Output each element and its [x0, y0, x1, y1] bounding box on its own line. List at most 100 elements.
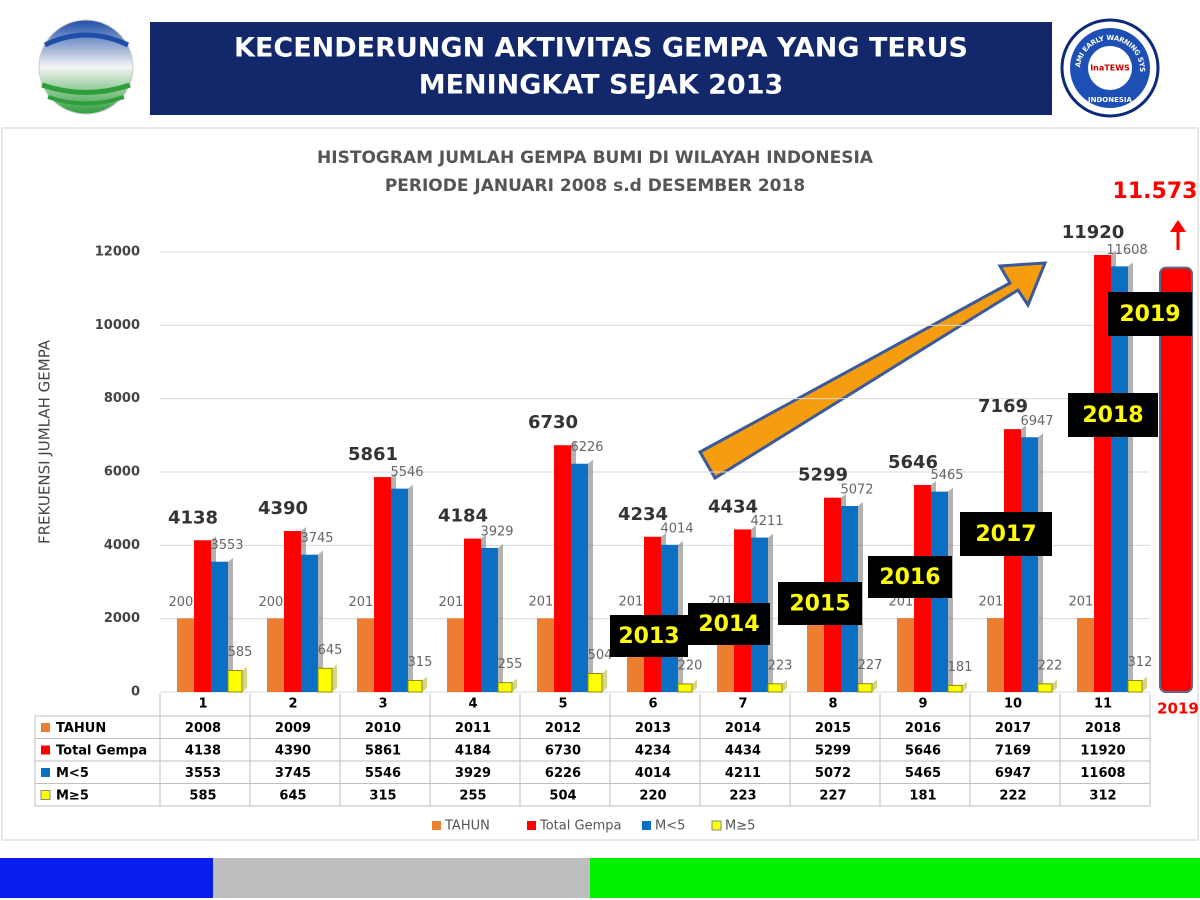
- legend-swatch: [642, 821, 651, 830]
- table-cell: 4434: [725, 743, 761, 758]
- year-box-label: 2014: [698, 612, 759, 637]
- value-label: 181: [948, 660, 973, 675]
- header-title: KECENDERUNGN AKTIVITAS GEMPA YANG TERUS: [234, 33, 968, 64]
- x-tick-label: 4: [468, 697, 477, 712]
- table-cell: 2008: [185, 721, 221, 736]
- table-cell: 4390: [275, 743, 311, 758]
- value-label: 585: [228, 645, 253, 660]
- table-cell: 312: [1089, 788, 1116, 803]
- value-label: 222: [1038, 658, 1063, 673]
- chart-title: PERIODE JANUARI 2008 s.d DESEMBER 2018: [385, 176, 805, 196]
- bar: [897, 618, 914, 692]
- table-swatch: [41, 745, 50, 755]
- y-tick-label: 0: [131, 685, 140, 700]
- value-label: 223: [768, 658, 793, 673]
- value-label: 3929: [480, 524, 513, 539]
- bar: [317, 667, 333, 693]
- value-label: 227: [858, 658, 883, 673]
- value-label: 4390: [258, 498, 308, 519]
- bar: [391, 488, 408, 692]
- table-cell: 5861: [365, 743, 401, 758]
- table-cell: 2010: [365, 721, 401, 736]
- value-label: 315: [408, 655, 433, 670]
- value-label: 5546: [390, 465, 423, 480]
- table-cell: 5546: [365, 766, 401, 781]
- table-row-label: M<5: [56, 766, 89, 781]
- table-cell: 4211: [725, 766, 761, 781]
- bar: [407, 679, 423, 693]
- chart-panel: [1, 127, 1199, 841]
- bar: [481, 547, 498, 692]
- table-swatch: [40, 790, 51, 800]
- bar: [677, 683, 693, 693]
- trend-arrow: [697, 261, 1048, 481]
- bar: [1111, 266, 1128, 692]
- year-box: [610, 615, 688, 657]
- y-tick-label: 8000: [104, 391, 140, 406]
- value-label: 2017: [978, 595, 1011, 610]
- value-label: 4014: [660, 521, 693, 536]
- value-label: 220: [678, 658, 703, 673]
- bar: [807, 618, 824, 692]
- bar-side: [408, 484, 413, 692]
- table-cell: 220: [639, 788, 666, 803]
- bar: [497, 682, 513, 693]
- projection-bar: [1159, 266, 1193, 693]
- table-row-label: Total Gempa: [56, 743, 147, 758]
- footer-stripe: [0, 858, 213, 898]
- table-cell: 222: [999, 788, 1026, 803]
- value-label: 4211: [750, 514, 783, 529]
- bar-side: [1038, 433, 1043, 692]
- table-cell: 4138: [185, 743, 221, 758]
- table-cell: 181: [909, 788, 936, 803]
- table-row-label: TAHUN: [56, 721, 106, 736]
- bar: [194, 540, 211, 692]
- year-box-label: 2017: [975, 522, 1036, 547]
- value-label: 2011: [438, 595, 471, 610]
- bar: [947, 684, 963, 693]
- projection-value-label: 11.573: [1113, 179, 1198, 204]
- footer-stripe: [213, 858, 590, 898]
- header-title: MENINGKAT SEJAK 2013: [419, 70, 784, 101]
- value-label: 504: [588, 648, 613, 663]
- bar: [284, 531, 301, 692]
- value-label: 2013: [618, 595, 651, 610]
- year-box: [778, 582, 862, 625]
- table-cell: 504: [549, 788, 576, 803]
- table-cell: 5646: [905, 743, 941, 758]
- bar: [537, 618, 554, 692]
- bar-side: [782, 679, 787, 692]
- year-box-label: 2018: [1082, 403, 1143, 428]
- x-tick-label: 9: [918, 697, 927, 712]
- bar-side: [1052, 679, 1057, 692]
- table-cell: 5072: [815, 766, 851, 781]
- projection-label: 2019: [1157, 700, 1199, 718]
- bar-side: [602, 669, 607, 692]
- table-row-label: M≥5: [56, 788, 89, 803]
- bar: [644, 536, 661, 692]
- chart-title: HISTOGRAM JUMLAH GEMPA BUMI DI WILAYAH I…: [317, 148, 874, 168]
- value-label: 255: [498, 657, 523, 672]
- bar: [1077, 618, 1094, 692]
- value-label: 4434: [708, 496, 758, 517]
- bar-side: [332, 664, 337, 692]
- bar-side: [1128, 262, 1133, 692]
- value-label: 6226: [570, 440, 603, 455]
- table-swatch: [41, 723, 50, 732]
- table-cell: 227: [819, 788, 846, 803]
- table-cell: 6947: [995, 766, 1031, 781]
- table-cell: 5465: [905, 766, 941, 781]
- table-cell: 6226: [545, 766, 581, 781]
- value-label: 11608: [1106, 243, 1147, 258]
- x-tick-label: 6: [648, 697, 657, 712]
- legend-swatch: [432, 821, 441, 830]
- legend-label: TAHUN: [444, 819, 490, 834]
- bar: [374, 477, 391, 692]
- year-box: [960, 512, 1052, 556]
- logo-center-text: InaTEWS: [1090, 64, 1130, 73]
- bar: [1004, 429, 1021, 692]
- bar-side: [588, 459, 593, 692]
- value-label: 5299: [798, 465, 848, 486]
- table-cell: 3553: [185, 766, 221, 781]
- bar: [571, 463, 588, 692]
